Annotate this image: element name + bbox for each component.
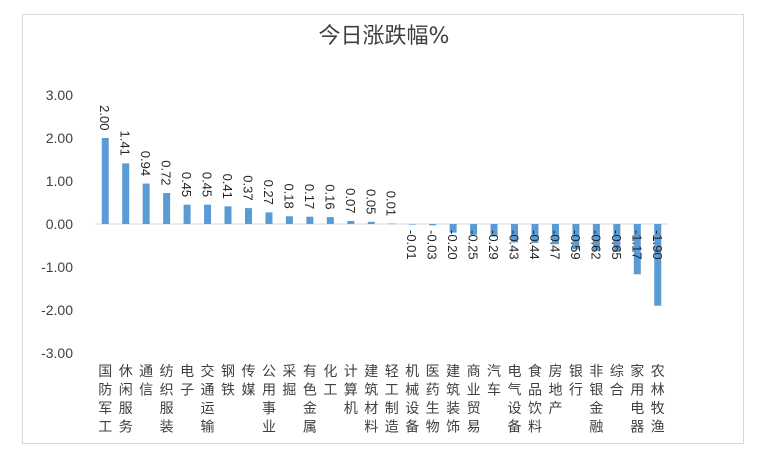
data-label: -0.65 (609, 230, 624, 260)
bar (470, 224, 478, 235)
bar (531, 224, 539, 243)
bar (244, 208, 252, 224)
category-label: 农林牧渔 (651, 364, 665, 436)
y-tick-label: 1.00 (46, 173, 73, 189)
data-label: -1.90 (650, 230, 665, 260)
category-label: 房地产 (548, 364, 562, 417)
y-tick-label: 3.00 (46, 87, 73, 103)
category-label: 钢铁 (221, 364, 235, 399)
y-tick-label: -3.00 (41, 345, 73, 361)
category-label: 医药生物 (426, 364, 440, 436)
bar (633, 224, 641, 275)
category-label: 家用电器 (630, 363, 644, 436)
bar (306, 216, 314, 224)
category-label: 化工 (323, 364, 337, 399)
data-label: -1.17 (629, 230, 644, 260)
data-label: -0.20 (445, 230, 460, 260)
bar (326, 217, 334, 224)
bar (224, 206, 232, 224)
category-label: 交通运输 (201, 363, 215, 436)
bar (511, 224, 519, 243)
data-label: -0.62 (588, 230, 603, 260)
y-tick-label: -1.00 (41, 259, 73, 275)
bar (285, 216, 293, 224)
data-label: -0.47 (547, 230, 562, 260)
data-label: -0.44 (527, 230, 542, 260)
category-label: 纺织服装 (160, 364, 174, 436)
bar (122, 163, 130, 224)
bar (163, 193, 171, 224)
category-label: 电子 (180, 364, 194, 399)
bar (572, 224, 580, 250)
data-label: -0.01 (404, 230, 419, 260)
bar (367, 221, 375, 224)
data-label: 0.45 (179, 172, 194, 197)
category-label: 国防军工 (98, 364, 112, 436)
chart-title: 今日涨跌幅% (318, 24, 450, 49)
data-label: 2.00 (97, 105, 112, 130)
bar (408, 224, 416, 225)
category-label: 通信 (139, 364, 153, 399)
bar (388, 223, 396, 225)
bar (654, 224, 662, 306)
data-label: 0.01 (384, 191, 399, 216)
bar (347, 220, 355, 224)
category-label: 综合 (610, 364, 624, 399)
category-label: 机械设备 (405, 364, 419, 436)
category-label: 银行 (569, 364, 583, 399)
data-label: -0.43 (507, 230, 522, 260)
bar (142, 183, 150, 224)
data-label: -0.03 (425, 230, 440, 260)
data-label: 0.45 (200, 172, 215, 197)
category-label: 有色金属 (303, 364, 317, 436)
category-label: 采掘 (282, 364, 296, 399)
data-label: 1.41 (118, 131, 133, 156)
data-label: 0.94 (138, 151, 153, 176)
data-label: -0.59 (568, 230, 583, 260)
bar (183, 204, 191, 224)
bar (204, 204, 212, 224)
chart-frame (22, 14, 744, 444)
category-label: 电气设备 (508, 364, 522, 436)
bar (265, 212, 273, 224)
category-label: 轻工制造 (385, 364, 399, 436)
bar (490, 224, 498, 237)
category-label: 计算机 (344, 364, 358, 417)
category-label: 公用事业 (262, 364, 276, 436)
data-label: 0.27 (261, 180, 276, 205)
data-label: 0.18 (281, 183, 296, 208)
bar (101, 138, 109, 224)
bar (551, 224, 559, 245)
category-label: 建筑材料 (364, 364, 378, 436)
data-label: -0.29 (486, 230, 501, 260)
category-label: 传媒 (241, 364, 255, 399)
bar (429, 224, 437, 226)
data-label: 0.37 (240, 175, 255, 200)
bar (592, 224, 600, 251)
bar (449, 224, 457, 233)
category-label: 建筑装饰 (446, 364, 460, 436)
data-label: 0.41 (220, 174, 235, 199)
bar (613, 224, 621, 252)
category-label: 商业贸易 (467, 364, 481, 436)
category-label: 休闲服务 (119, 364, 133, 436)
data-label: 0.05 (363, 189, 378, 214)
data-label: 0.16 (322, 184, 337, 209)
y-tick-label: -2.00 (41, 302, 73, 318)
data-label: 0.72 (159, 160, 174, 185)
y-tick-label: 2.00 (46, 130, 73, 146)
category-label: 食品饮料 (528, 363, 542, 436)
category-label: 非银金融 (589, 364, 603, 436)
data-label: -0.25 (466, 230, 481, 260)
y-tick-label: 0.00 (46, 216, 73, 232)
category-label: 汽车 (487, 364, 501, 399)
data-label: 0.07 (343, 188, 358, 213)
data-label: 0.17 (302, 184, 317, 209)
